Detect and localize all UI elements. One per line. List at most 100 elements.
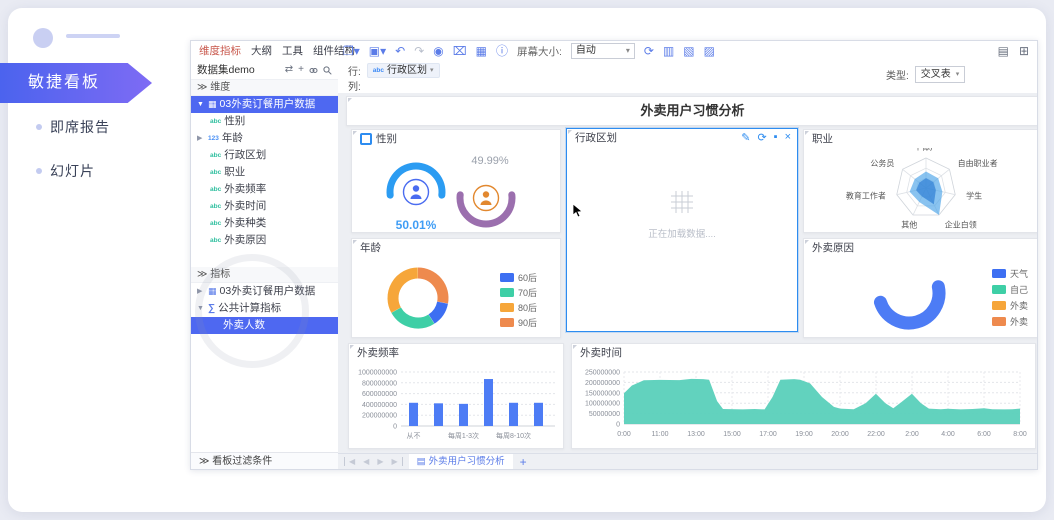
last-sheet-icon[interactable]: ▶	[387, 457, 403, 466]
age-widget[interactable]: 年龄 60后 70后 80后 90后	[351, 238, 561, 338]
grid-layout-icon-1[interactable]: ▥	[662, 44, 675, 58]
add-sheet-button[interactable]: +	[519, 454, 527, 469]
grid-layout-icon-2[interactable]: ▧	[683, 44, 695, 58]
svg-text:15:00: 15:00	[723, 431, 741, 438]
measures-section-header[interactable]: ≫ 指标	[191, 267, 338, 283]
gender-widget[interactable]: 性别 50.01% 49.99%	[351, 129, 561, 233]
field-row-time[interactable]: abc 外卖时间	[191, 198, 338, 215]
dashboard-filter-bar[interactable]: ≫ 看板过滤条件	[191, 452, 338, 469]
widget-action-icons: ✎ ⟳ ▪ ×	[741, 131, 791, 144]
sheet-tab-active[interactable]: ▤ 外卖用户习惯分析	[408, 454, 513, 469]
svg-text:外卖: 外卖	[1010, 316, 1028, 327]
open-menu-icon[interactable]: ❐▾	[343, 44, 360, 58]
svg-text:60后: 60后	[518, 273, 537, 283]
widget-grid-icon[interactable]: ⊞	[1018, 44, 1029, 58]
export-image-icon[interactable]: ▦	[475, 44, 487, 58]
refresh-icon[interactable]: ⟳	[757, 132, 767, 144]
table-icon: ▦	[208, 99, 217, 109]
close-icon[interactable]: ×	[784, 131, 791, 143]
switch-dataset-icon[interactable]: ⇄	[284, 64, 294, 75]
chart-type-label: 类型:	[886, 71, 909, 82]
save-menu-icon[interactable]: ▣▾	[368, 44, 387, 58]
edit-icon[interactable]: ✎	[741, 132, 751, 144]
stop-icon[interactable]: ▪	[773, 131, 778, 143]
screen-size-select[interactable]: 自动 ▾	[570, 43, 635, 59]
collapse-caret-icon[interactable]: ▼	[197, 305, 204, 312]
field-row-region[interactable]: abc 行政区划	[191, 147, 338, 164]
next-sheet-icon[interactable]: ▶	[377, 457, 384, 466]
svg-text:自由职业者: 自由职业者	[958, 158, 998, 168]
collapse-caret-icon[interactable]: ▼	[197, 101, 204, 108]
svg-text:11:00: 11:00	[652, 431, 669, 438]
link-icon[interactable]	[309, 66, 318, 75]
chart-type-select[interactable]: 交叉表 ▾	[914, 66, 966, 83]
main-area: 行: abc 行政区划 ▾ 列: 类型: 交叉表 ▾	[338, 61, 1037, 469]
dataset-row[interactable]: 数据集demo ⇄ +	[191, 61, 338, 80]
field-row-frequency[interactable]: abc 外卖频率	[191, 181, 338, 198]
calc-measure-group-row[interactable]: ▼ ∑ 公共计算指标	[191, 300, 338, 317]
widget-title: 行政区划	[575, 132, 617, 144]
field-row-reason[interactable]: abc 外卖原因	[191, 232, 338, 249]
dataset-icons: ⇄ +	[285, 61, 332, 79]
frequency-widget[interactable]: 外卖频率 1000000000 800000000 600000000 4000000…	[348, 343, 564, 449]
sidebar-item-dashboard-active[interactable]: 敏捷看板	[0, 63, 152, 103]
svg-text:250000000: 250000000	[585, 370, 620, 377]
measure-root-row[interactable]: ▶ ▦ 03外卖订餐用户数据	[191, 283, 338, 300]
expand-caret-icon[interactable]: ▶	[197, 288, 203, 295]
measure-row-headcount[interactable]: 外卖人数	[191, 317, 338, 334]
sigma-icon: ∑	[208, 303, 216, 314]
loading-text: 正在加载数据....	[648, 229, 716, 240]
field-row-category[interactable]: abc 外卖种类	[191, 215, 338, 232]
field-row-gender[interactable]: abc 性别	[191, 113, 338, 130]
svg-text:从不: 从不	[407, 432, 421, 440]
field-row-occupation[interactable]: abc 职业	[191, 164, 338, 181]
widget-title: 性别	[376, 133, 397, 145]
add-field-icon[interactable]: +	[298, 64, 304, 75]
avatar	[33, 28, 53, 48]
tab-tools[interactable]: 工具	[282, 45, 303, 57]
field-panel: 数据集demo ⇄ + ≫ 维度 ▼ ▦ 03外卖订餐用户数据 abc 性别 ▶ 1…	[191, 61, 339, 469]
tab-component-structure[interactable]: 组件结构	[313, 45, 355, 57]
field-row-age[interactable]: ▶ 123 年龄	[191, 130, 338, 147]
tab-outline[interactable]: 大纲	[251, 45, 272, 57]
title-widget[interactable]: 外卖用户习惯分析	[346, 96, 1037, 126]
bi-app-window: 维度指标 大纲 工具 组件结构 ❐▾ ▣▾ ↶ ↷ ◉ ⌧ ▦ ⓘ 屏幕大小: …	[190, 40, 1038, 470]
dimension-root-row[interactable]: ▼ ▦ 03外卖订餐用户数据	[191, 96, 338, 113]
text-field-icon: abc	[210, 169, 222, 176]
svg-text:6:00: 6:00	[977, 431, 991, 438]
svg-text:13:00: 13:00	[687, 431, 705, 438]
tab-dimension-measure[interactable]: 维度指标	[199, 45, 241, 57]
svg-text:17:00: 17:00	[759, 431, 777, 438]
search-icon[interactable]	[323, 65, 332, 75]
loading-indicator: 正在加载数据....	[567, 189, 797, 240]
prev-sheet-icon[interactable]: ◀	[363, 457, 370, 466]
row-field-pill[interactable]: abc 行政区划 ▾	[366, 62, 440, 78]
column-shelf: 列:	[348, 78, 361, 93]
chart-type-area: 类型: 交叉表 ▾	[886, 66, 966, 83]
sidebar-item-slides[interactable]: 幻灯片	[50, 163, 95, 179]
undo-icon[interactable]: ↶	[395, 44, 406, 58]
left-panel-tabs: 维度指标 大纲 工具 组件结构	[199, 41, 355, 61]
occupation-widget[interactable]: 职业 个体户自由职业者学生企业白领 其他 教育工作者 公务员	[803, 129, 1037, 233]
time-widget[interactable]: 外卖时间 250000000 200000000 150000000 10000000…	[571, 343, 1036, 449]
reason-widget[interactable]: 外卖原因 天气 自己 外卖 外卖	[803, 238, 1037, 338]
grid-layout-icon-3[interactable]: ▨	[703, 44, 715, 58]
info-icon[interactable]: ⓘ	[495, 44, 508, 58]
refresh-icon[interactable]: ⟳	[643, 44, 654, 58]
region-widget-selected[interactable]: 行政区划 ✎ ⟳ ▪ × 正在加载	[566, 128, 798, 332]
delete-icon[interactable]: ⌧	[452, 44, 467, 58]
preview-icon[interactable]: ◉	[433, 44, 444, 58]
svg-text:100000000: 100000000	[585, 401, 620, 408]
time-chart: 250000000 200000000 150000000 100000000 5000…	[585, 370, 1027, 439]
sidebar-item-adhoc-report[interactable]: 即席报告	[50, 119, 110, 135]
dimensions-section-header[interactable]: ≫ 维度	[191, 80, 338, 96]
widget-title: 外卖原因	[812, 242, 854, 254]
chart-preview-icon[interactable]: ▤	[997, 44, 1009, 58]
svg-text:其他: 其他	[901, 220, 917, 230]
expand-caret-icon[interactable]: ▶	[197, 135, 203, 142]
first-sheet-icon[interactable]: ◀	[344, 457, 359, 466]
redo-icon[interactable]: ↷	[414, 44, 425, 58]
widget-title: 职业	[812, 133, 833, 145]
